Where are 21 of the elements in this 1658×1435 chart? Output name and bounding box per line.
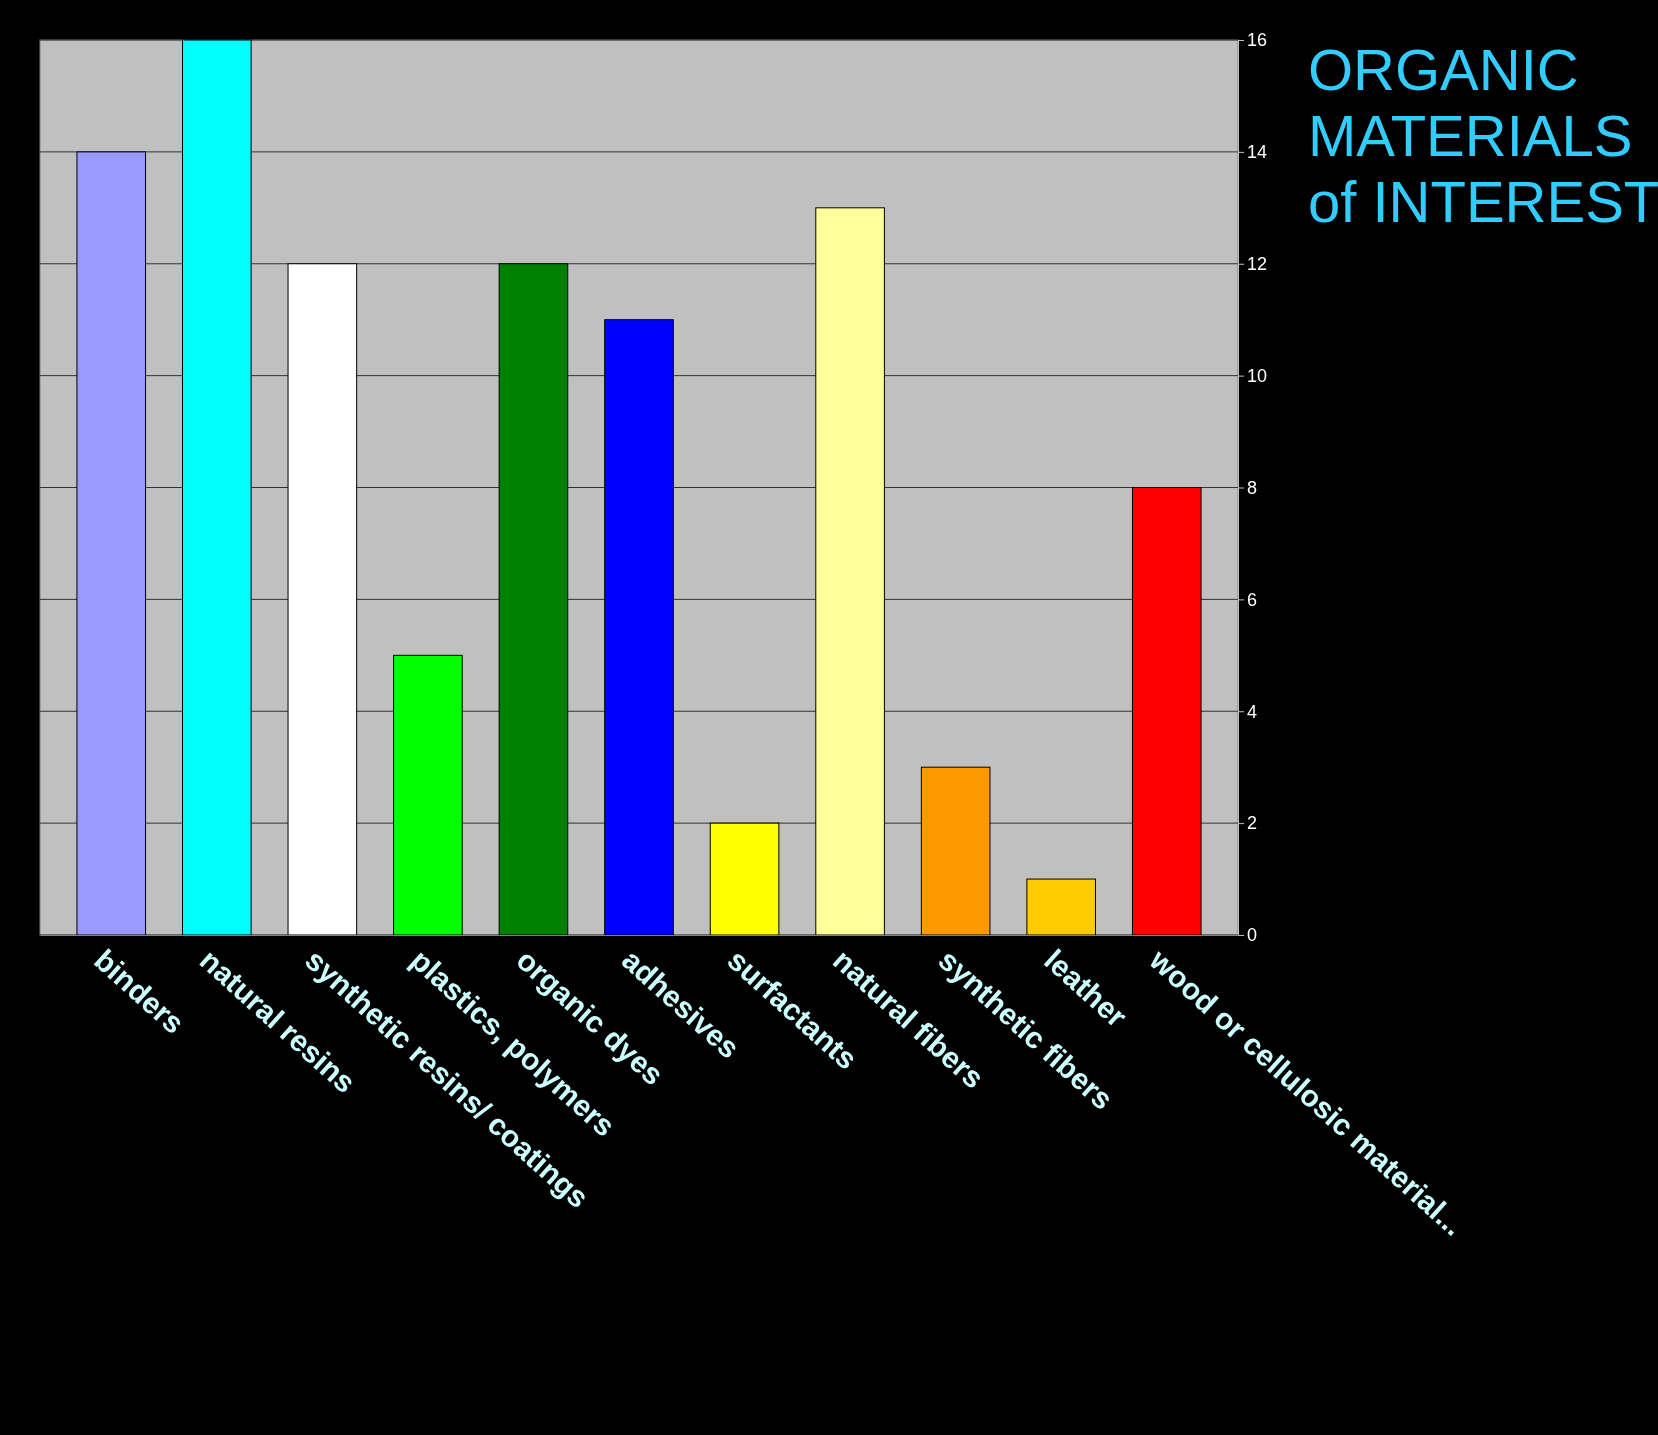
bar xyxy=(1026,878,1097,936)
bar xyxy=(76,151,147,936)
bar xyxy=(498,263,569,936)
y-tick-label: 2 xyxy=(1247,813,1258,834)
y-tick-label: 6 xyxy=(1247,589,1258,610)
bar xyxy=(1131,487,1202,936)
bar xyxy=(920,766,991,936)
y-tick-label: 12 xyxy=(1247,254,1268,275)
bar xyxy=(604,319,674,936)
bar xyxy=(287,263,358,936)
bar xyxy=(709,822,780,936)
text: ORGANIC MATERIALS of INTEREST xyxy=(1308,37,1658,234)
y-tick-label: 10 xyxy=(1247,365,1268,386)
y-tick-label: 4 xyxy=(1247,701,1258,722)
y-tick-label: 16 xyxy=(1247,30,1268,51)
y-tick-label: 0 xyxy=(1247,925,1258,946)
bar xyxy=(181,39,252,936)
bar xyxy=(393,654,463,936)
y-tick-label: 8 xyxy=(1247,477,1258,498)
y-tick-label: 14 xyxy=(1247,142,1268,163)
bar xyxy=(815,207,885,936)
